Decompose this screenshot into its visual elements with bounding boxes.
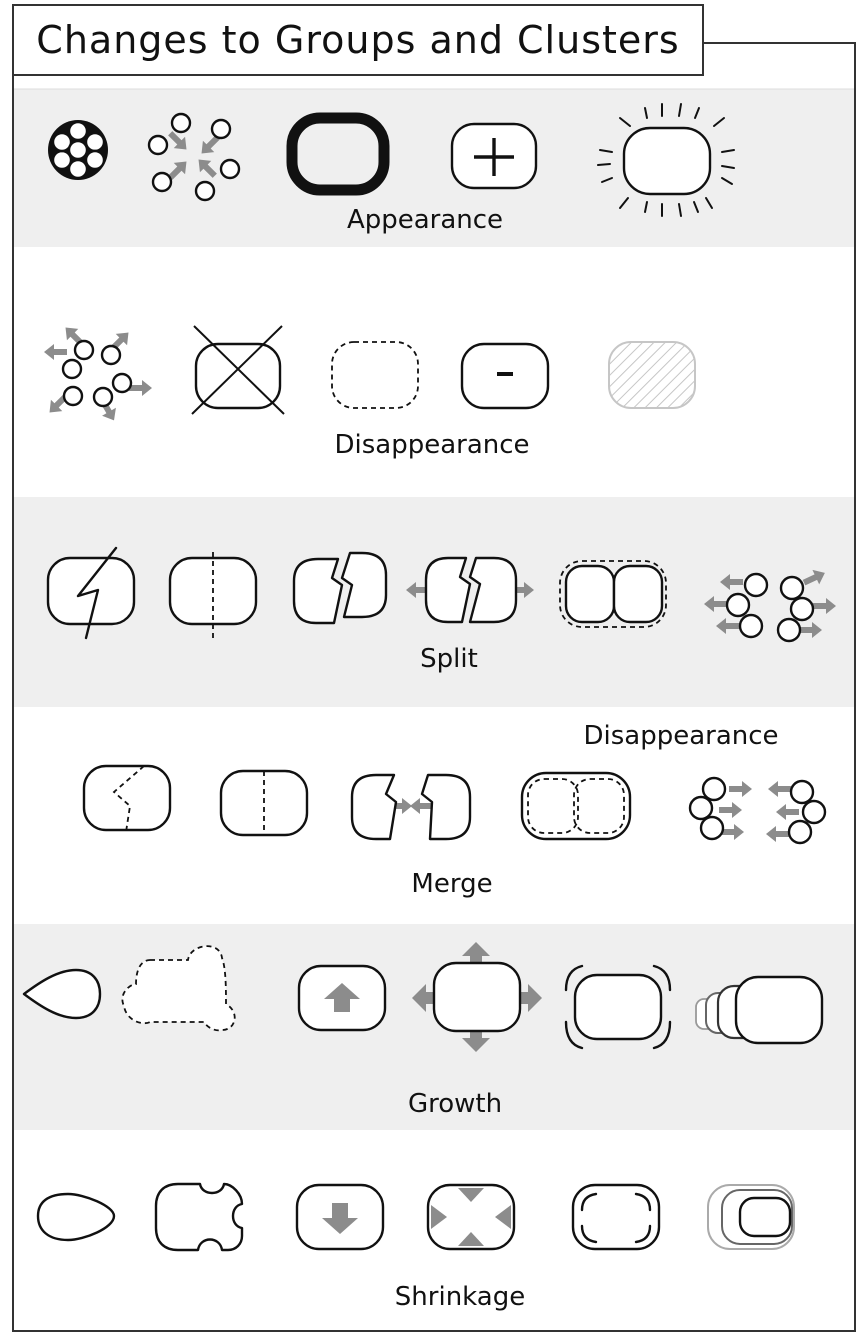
lightning-crack-box-icon: [46, 546, 136, 640]
inner-bracket-box-icon: [571, 1183, 661, 1251]
dashed-pair-box-icon: [559, 560, 667, 628]
dashed-crack-box-icon: [82, 764, 172, 833]
label-disappearance: Disappearance: [334, 430, 529, 460]
teardrop-icon: [22, 968, 102, 1020]
label-growth: Growth: [408, 1089, 502, 1119]
contracting-box-icon: [426, 1183, 516, 1251]
glowing-box-icon: [597, 103, 735, 217]
stacked-growing-box-icon: [695, 975, 824, 1045]
dispersing-dots-icon: [43, 321, 152, 425]
bulging-cloud-icon: [121, 945, 236, 1032]
label-appearance: Appearance: [347, 205, 503, 235]
merged-pair-box-icon: [520, 771, 632, 841]
plus-box-icon: [450, 122, 538, 190]
flower-cluster-icon: [48, 120, 108, 180]
title-box: Changes to Groups and Clusters: [12, 4, 704, 76]
crossed-box-icon: [191, 325, 285, 415]
label-merge-extra: Disappearance: [583, 721, 778, 751]
broken-box-icon: [292, 551, 388, 625]
label-shrinkage: Shrinkage: [395, 1282, 525, 1312]
nested-shrinking-box-icon: [707, 1184, 795, 1250]
expanding-box-icon: [412, 942, 542, 1052]
bracketed-box-icon: [564, 964, 672, 1050]
dashed-box-icon: [331, 341, 419, 409]
converging-dots-icon: [147, 112, 241, 202]
band-appearance: [14, 89, 854, 247]
bitten-box-icon: [154, 1182, 244, 1252]
diagram-title: Changes to Groups and Clusters: [36, 18, 680, 62]
up-arrow-box-icon: [297, 964, 387, 1032]
shrinking-blob-icon: [36, 1192, 116, 1242]
label-merge: Merge: [411, 869, 492, 899]
merging-dots-icon: [688, 776, 827, 845]
minus-box-icon: [460, 342, 550, 410]
hatched-box-icon: [608, 341, 696, 409]
divided-box-icon: [219, 769, 309, 837]
bold-outline-icon: [286, 112, 390, 196]
splitting-box-arrows-icon: [406, 556, 534, 624]
dashed-divider-box-icon: [168, 552, 258, 640]
label-split: Split: [420, 644, 478, 674]
splitting-dots-icon: [704, 565, 836, 643]
joining-box-arrows-icon: [350, 773, 472, 841]
down-arrow-box-icon: [295, 1183, 385, 1251]
